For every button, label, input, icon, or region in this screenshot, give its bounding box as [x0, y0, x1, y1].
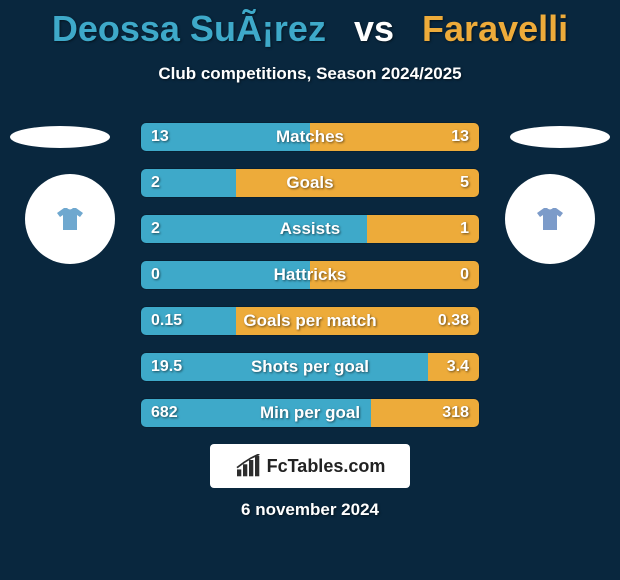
stat-row: 25Goals — [140, 168, 480, 198]
shirt-icon — [537, 208, 563, 230]
player1-ellipse — [10, 126, 110, 148]
player2-name: Faravelli — [422, 8, 568, 49]
stat-label: Shots per goal — [141, 353, 479, 381]
date-text: 6 november 2024 — [0, 500, 620, 520]
shirt-icon — [57, 208, 83, 230]
stat-row: 1313Matches — [140, 122, 480, 152]
stat-row: 682318Min per goal — [140, 398, 480, 428]
player2-ellipse — [510, 126, 610, 148]
stat-row: 00Hattricks — [140, 260, 480, 290]
footer-brand: FcTables.com — [210, 444, 410, 488]
footer-brand-text: FcTables.com — [267, 456, 386, 477]
player2-avatar-circle — [505, 174, 595, 264]
vs-text: vs — [354, 8, 394, 49]
stat-label: Hattricks — [141, 261, 479, 289]
stat-label: Min per goal — [141, 399, 479, 427]
chart-icon — [235, 454, 263, 478]
player1-name: Deossa SuÃ¡rez — [52, 8, 326, 49]
stats-bars: 1313Matches 25Goals 21Assists 00Hattricks 0.… — [140, 122, 480, 444]
stat-row: 19.53.4Shots per goal — [140, 352, 480, 382]
stat-label: Assists — [141, 215, 479, 243]
stat-label: Goals per match — [141, 307, 479, 335]
stat-label: Goals — [141, 169, 479, 197]
stat-row: 0.150.38Goals per match — [140, 306, 480, 336]
stat-row: 21Assists — [140, 214, 480, 244]
subtitle: Club competitions, Season 2024/2025 — [0, 64, 620, 84]
player1-avatar-circle — [25, 174, 115, 264]
stat-label: Matches — [141, 123, 479, 151]
page-title: Deossa SuÃ¡rez vs Faravelli — [0, 0, 620, 50]
